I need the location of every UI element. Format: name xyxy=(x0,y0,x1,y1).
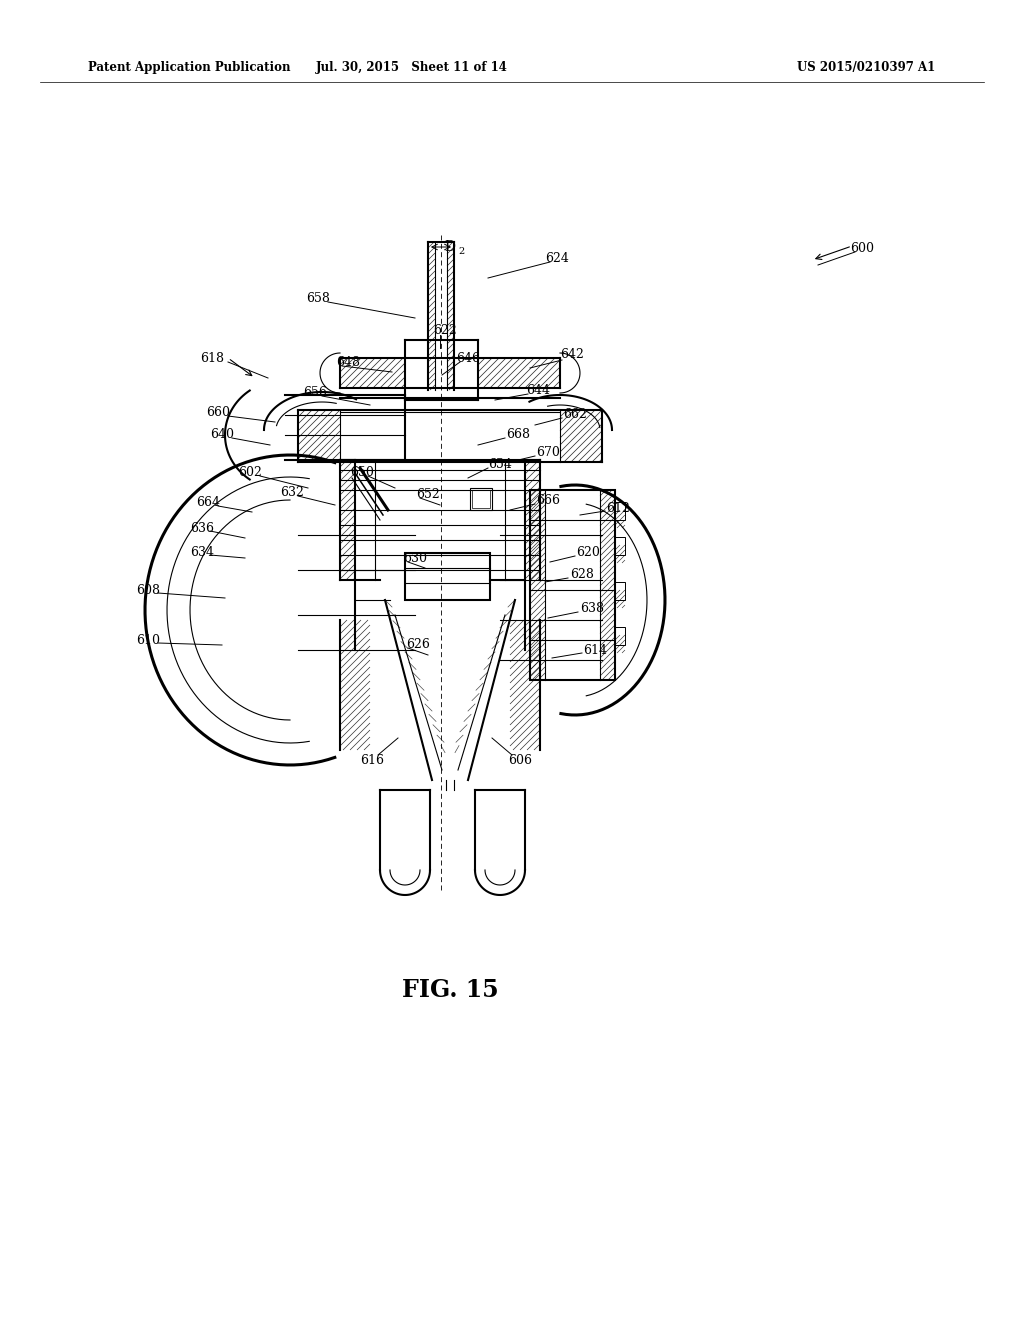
Text: 650: 650 xyxy=(350,466,374,479)
Text: FIG. 15: FIG. 15 xyxy=(401,978,499,1002)
Text: 600: 600 xyxy=(850,242,874,255)
Text: 2: 2 xyxy=(458,248,464,256)
Text: 626: 626 xyxy=(407,639,430,652)
Text: 610: 610 xyxy=(136,634,160,647)
Text: 640: 640 xyxy=(210,429,234,441)
Bar xyxy=(615,627,625,645)
Text: 606: 606 xyxy=(508,754,532,767)
Bar xyxy=(472,490,490,508)
Text: 628: 628 xyxy=(570,569,594,582)
Text: 636: 636 xyxy=(190,521,214,535)
Text: 660: 660 xyxy=(206,405,230,418)
Text: 652: 652 xyxy=(416,488,440,502)
Text: Jul. 30, 2015   Sheet 11 of 14: Jul. 30, 2015 Sheet 11 of 14 xyxy=(316,62,508,74)
Text: 616: 616 xyxy=(360,754,384,767)
Bar xyxy=(530,490,615,680)
Text: 612: 612 xyxy=(606,502,630,515)
Text: 664: 664 xyxy=(196,495,220,508)
Text: 618: 618 xyxy=(200,351,224,364)
Bar xyxy=(615,537,625,554)
Text: 620: 620 xyxy=(577,545,600,558)
Text: 632: 632 xyxy=(280,486,304,499)
Text: 648: 648 xyxy=(336,355,360,368)
Text: 638: 638 xyxy=(580,602,604,615)
Text: 624: 624 xyxy=(545,252,569,264)
Text: 670: 670 xyxy=(536,446,560,458)
Bar xyxy=(470,488,492,510)
Text: 668: 668 xyxy=(506,429,530,441)
Text: 614: 614 xyxy=(583,644,607,656)
Text: 634: 634 xyxy=(190,545,214,558)
Text: D: D xyxy=(444,240,456,253)
Text: Patent Application Publication: Patent Application Publication xyxy=(88,62,291,74)
Text: 602: 602 xyxy=(238,466,262,479)
Text: 646: 646 xyxy=(456,351,480,364)
Bar xyxy=(615,582,625,601)
Text: 630: 630 xyxy=(403,552,427,565)
Text: 656: 656 xyxy=(303,385,327,399)
Text: US 2015/0210397 A1: US 2015/0210397 A1 xyxy=(797,62,935,74)
Text: 644: 644 xyxy=(526,384,550,396)
Text: 654: 654 xyxy=(488,458,512,471)
Text: 642: 642 xyxy=(560,348,584,362)
Text: 608: 608 xyxy=(136,583,160,597)
Bar xyxy=(615,502,625,520)
Text: 658: 658 xyxy=(306,292,330,305)
Text: 666: 666 xyxy=(536,494,560,507)
Text: 662: 662 xyxy=(563,408,587,421)
Bar xyxy=(406,553,490,601)
Text: 622: 622 xyxy=(433,323,457,337)
